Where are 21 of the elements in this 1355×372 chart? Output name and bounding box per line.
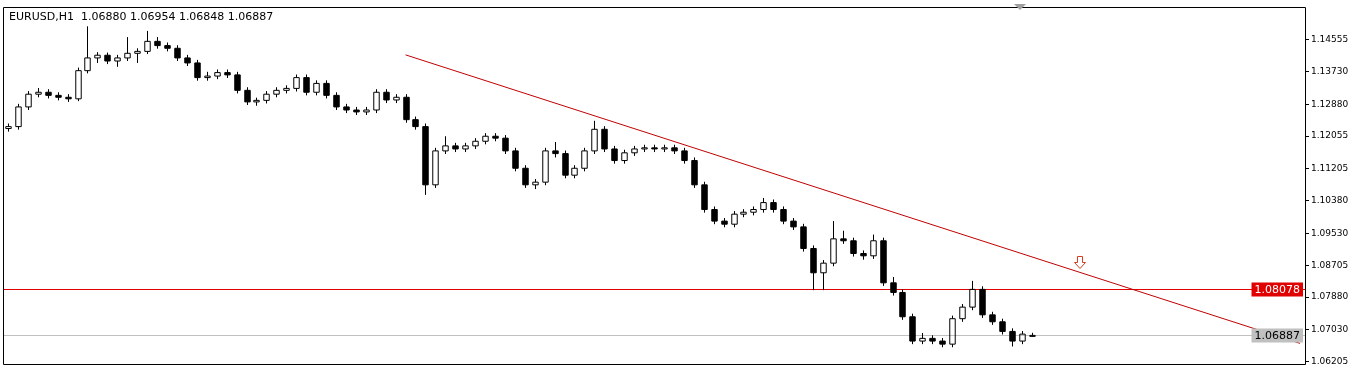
candlestick	[134, 47, 141, 64]
y-tick-label: 1.07030	[1311, 324, 1349, 335]
ref-line-label: 1.08078	[1254, 282, 1301, 296]
y-tick-label: 1.08705	[1311, 259, 1349, 270]
y-tick-label: 1.12055	[1311, 130, 1349, 141]
candlestick	[422, 123, 429, 196]
y-tick-label: 1.14555	[1311, 33, 1349, 44]
y-tick-label: 1.07880	[1311, 291, 1349, 302]
chart-title: EURUSD,H1 1.06880 1.06954 1.06848 1.06887	[9, 9, 274, 23]
candlestick	[84, 25, 91, 74]
candlestick	[820, 259, 827, 291]
ref-line-label: 1.06887	[1254, 328, 1301, 342]
candlestick	[144, 30, 151, 55]
y-tick-label: 1.10380	[1311, 195, 1349, 205]
candlestick	[830, 220, 837, 267]
y-tick-label: 1.09530	[1311, 227, 1349, 238]
candlestick	[124, 36, 131, 62]
y-tick-label: 1.13730	[1311, 65, 1349, 76]
y-tick-label: 1.06205	[1311, 356, 1349, 367]
y-tick-label: 1.11205	[1311, 163, 1349, 174]
y-tick-label: 1.12880	[1311, 98, 1349, 109]
